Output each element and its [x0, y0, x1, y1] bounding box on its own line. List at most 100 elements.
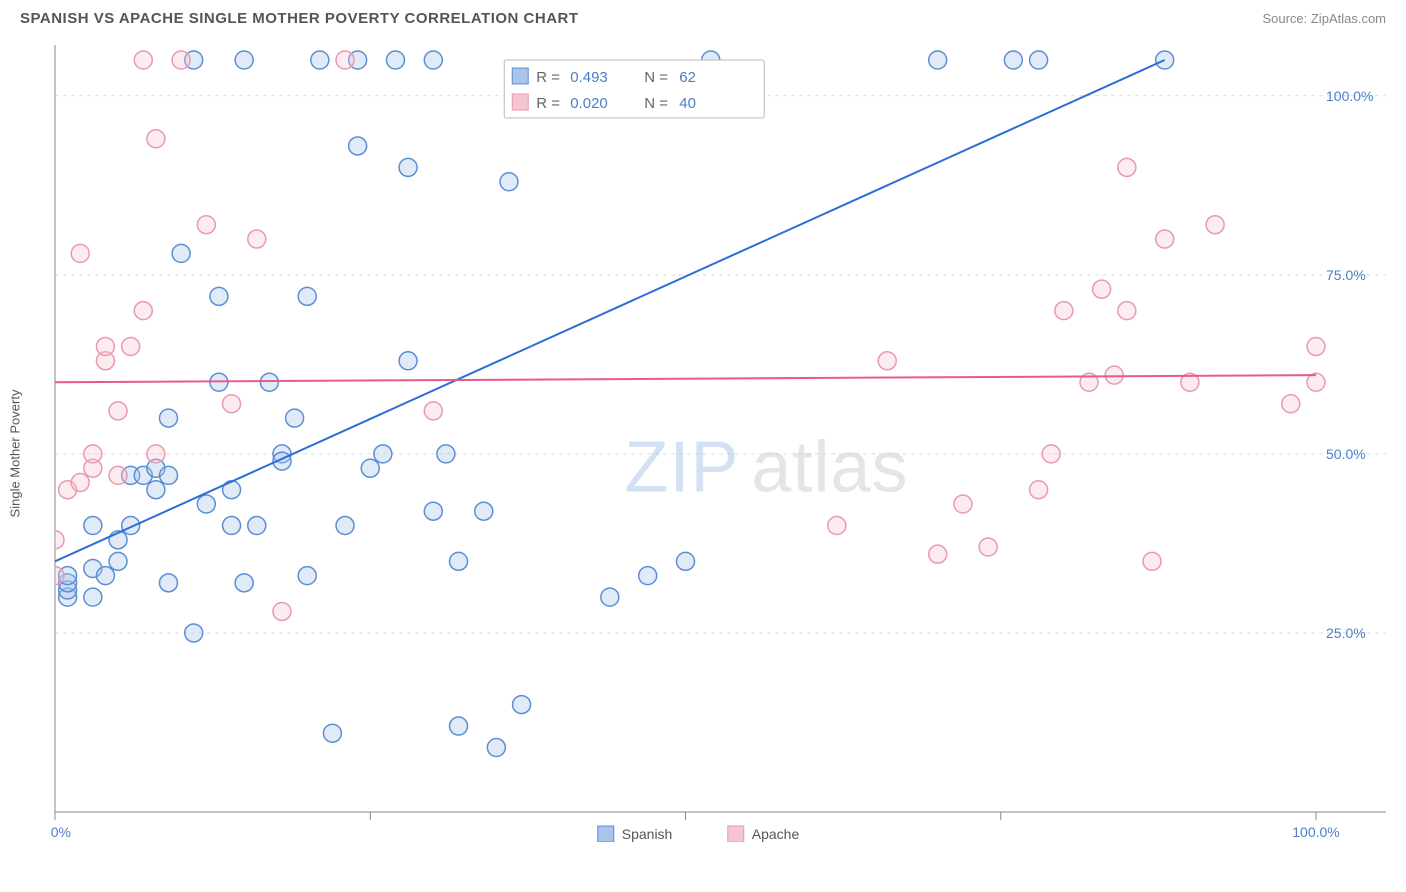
legend-n-value: 40	[679, 95, 696, 112]
legend-swatch	[728, 826, 744, 842]
legend-series-label: Spanish	[622, 826, 673, 842]
data-point	[450, 552, 468, 570]
data-point	[223, 517, 241, 535]
data-point	[185, 624, 203, 642]
data-point	[50, 531, 64, 549]
legend-swatch	[512, 68, 528, 84]
data-point	[979, 538, 997, 556]
data-point	[336, 517, 354, 535]
data-point	[500, 173, 518, 191]
watermark: atlas	[751, 427, 908, 507]
data-point	[147, 445, 165, 463]
legend-n-label: N =	[644, 69, 668, 86]
data-point	[601, 588, 619, 606]
data-point	[286, 409, 304, 427]
y-tick-label: 25.0%	[1326, 625, 1366, 641]
data-point	[84, 445, 102, 463]
legend-series-label: Apache	[752, 826, 800, 842]
source-label: Source: ZipAtlas.com	[1262, 11, 1386, 26]
data-point	[929, 51, 947, 69]
data-point	[84, 517, 102, 535]
y-axis-label: Single Mother Poverty	[8, 390, 23, 518]
legend-r-value: 0.493	[570, 69, 608, 86]
data-point	[349, 137, 367, 155]
legend-r-value: 0.020	[570, 95, 608, 112]
legend-n-label: N =	[644, 95, 668, 112]
data-point	[1105, 366, 1123, 384]
data-point	[235, 574, 253, 592]
y-tick-label: 50.0%	[1326, 446, 1366, 462]
data-point	[109, 552, 127, 570]
data-point	[1143, 552, 1161, 570]
data-point	[475, 502, 493, 520]
data-point	[197, 216, 215, 234]
data-point	[1156, 230, 1174, 248]
legend-r-label: R =	[536, 69, 560, 86]
legend-swatch	[598, 826, 614, 842]
trend-line	[55, 60, 1165, 561]
data-point	[954, 495, 972, 513]
data-point	[639, 567, 657, 585]
data-point	[513, 696, 531, 714]
data-point	[437, 445, 455, 463]
data-point	[323, 724, 341, 742]
trend-line	[55, 375, 1316, 382]
data-point	[1118, 158, 1136, 176]
data-point	[109, 466, 127, 484]
data-point	[71, 474, 89, 492]
data-point	[336, 51, 354, 69]
data-point	[399, 352, 417, 370]
data-point	[96, 337, 114, 355]
data-point	[424, 51, 442, 69]
watermark: ZIP	[624, 427, 739, 507]
data-point	[210, 287, 228, 305]
data-point	[828, 517, 846, 535]
legend-r-label: R =	[536, 95, 560, 112]
data-point	[677, 552, 695, 570]
data-point	[71, 244, 89, 262]
data-point	[147, 130, 165, 148]
data-point	[248, 517, 266, 535]
data-point	[134, 302, 152, 320]
data-point	[1118, 302, 1136, 320]
data-point	[361, 459, 379, 477]
data-point	[1030, 481, 1048, 499]
data-point	[399, 158, 417, 176]
data-point	[172, 51, 190, 69]
data-point	[273, 602, 291, 620]
data-point	[311, 51, 329, 69]
data-point	[386, 51, 404, 69]
x-tick-label: 100.0%	[1292, 824, 1339, 840]
chart-container: 25.0% 50.0% 75.0% 100.0% ZIPatlas 0.0% 100.0% R…	[50, 45, 1386, 842]
legend-n-value: 62	[679, 69, 696, 86]
x-tick-label: 0.0%	[50, 824, 71, 840]
data-point	[84, 588, 102, 606]
y-tick-label: 75.0%	[1326, 267, 1366, 283]
data-point	[1093, 280, 1111, 298]
data-point	[1282, 395, 1300, 413]
data-point	[235, 51, 253, 69]
data-point	[134, 51, 152, 69]
scatter-chart: 25.0% 50.0% 75.0% 100.0% ZIPatlas 0.0% 100.0% R…	[50, 45, 1386, 842]
data-point	[172, 244, 190, 262]
data-point	[159, 466, 177, 484]
data-point	[1030, 51, 1048, 69]
data-point	[929, 545, 947, 563]
data-point	[450, 717, 468, 735]
data-point	[298, 567, 316, 585]
data-point	[878, 352, 896, 370]
data-point	[159, 409, 177, 427]
data-point	[1307, 337, 1325, 355]
data-point	[159, 574, 177, 592]
data-point	[1004, 51, 1022, 69]
chart-title: SPANISH VS APACHE SINGLE MOTHER POVERTY …	[20, 10, 579, 27]
data-point	[109, 402, 127, 420]
data-point	[374, 445, 392, 463]
data-point	[122, 517, 140, 535]
data-point	[122, 337, 140, 355]
y-tick-label: 100.0%	[1326, 88, 1373, 104]
data-point	[260, 373, 278, 391]
data-point	[1055, 302, 1073, 320]
data-point	[96, 567, 114, 585]
data-point	[424, 402, 442, 420]
